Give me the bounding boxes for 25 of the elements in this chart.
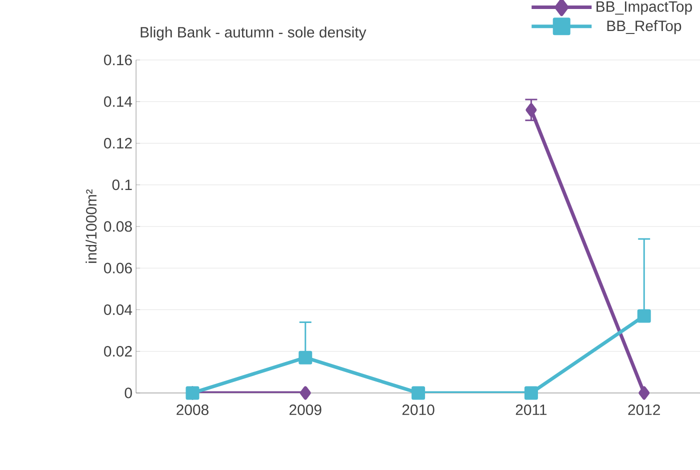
y-tick-label: 0.14: [104, 96, 132, 107]
legend-label: BB_RefTop: [607, 20, 682, 34]
point: [637, 309, 651, 323]
y-axis-title: ind/1000m²: [86, 189, 97, 263]
point: [298, 350, 312, 364]
y-tick-label: 0.06: [104, 262, 132, 274]
y-tick-label: 0.02: [104, 346, 132, 357]
y-tick-label: 0: [124, 388, 132, 398]
point: [526, 103, 537, 117]
y-tick-label: 0.12: [104, 138, 132, 149]
y-tick-label: 0.16: [104, 54, 132, 66]
legend-label: BB_ImpactTop: [596, 1, 692, 15]
x-tick-label: 2008: [176, 404, 208, 416]
x-tick-label: 2011: [516, 404, 547, 416]
x-tick-label: 2009: [290, 404, 322, 416]
point: [300, 386, 311, 400]
y-tick-label: 0.08: [104, 221, 132, 232]
x-tick-label: 2012: [628, 404, 660, 416]
point: [524, 386, 538, 400]
point: [412, 386, 426, 400]
y-tick-label: 0.04: [104, 304, 132, 316]
x-tick-label: 2010: [402, 404, 434, 416]
y-tick-label: 0.1: [112, 180, 132, 190]
chart-title: Bligh Bank - autumn - sole density: [140, 26, 366, 40]
point: [638, 386, 650, 400]
